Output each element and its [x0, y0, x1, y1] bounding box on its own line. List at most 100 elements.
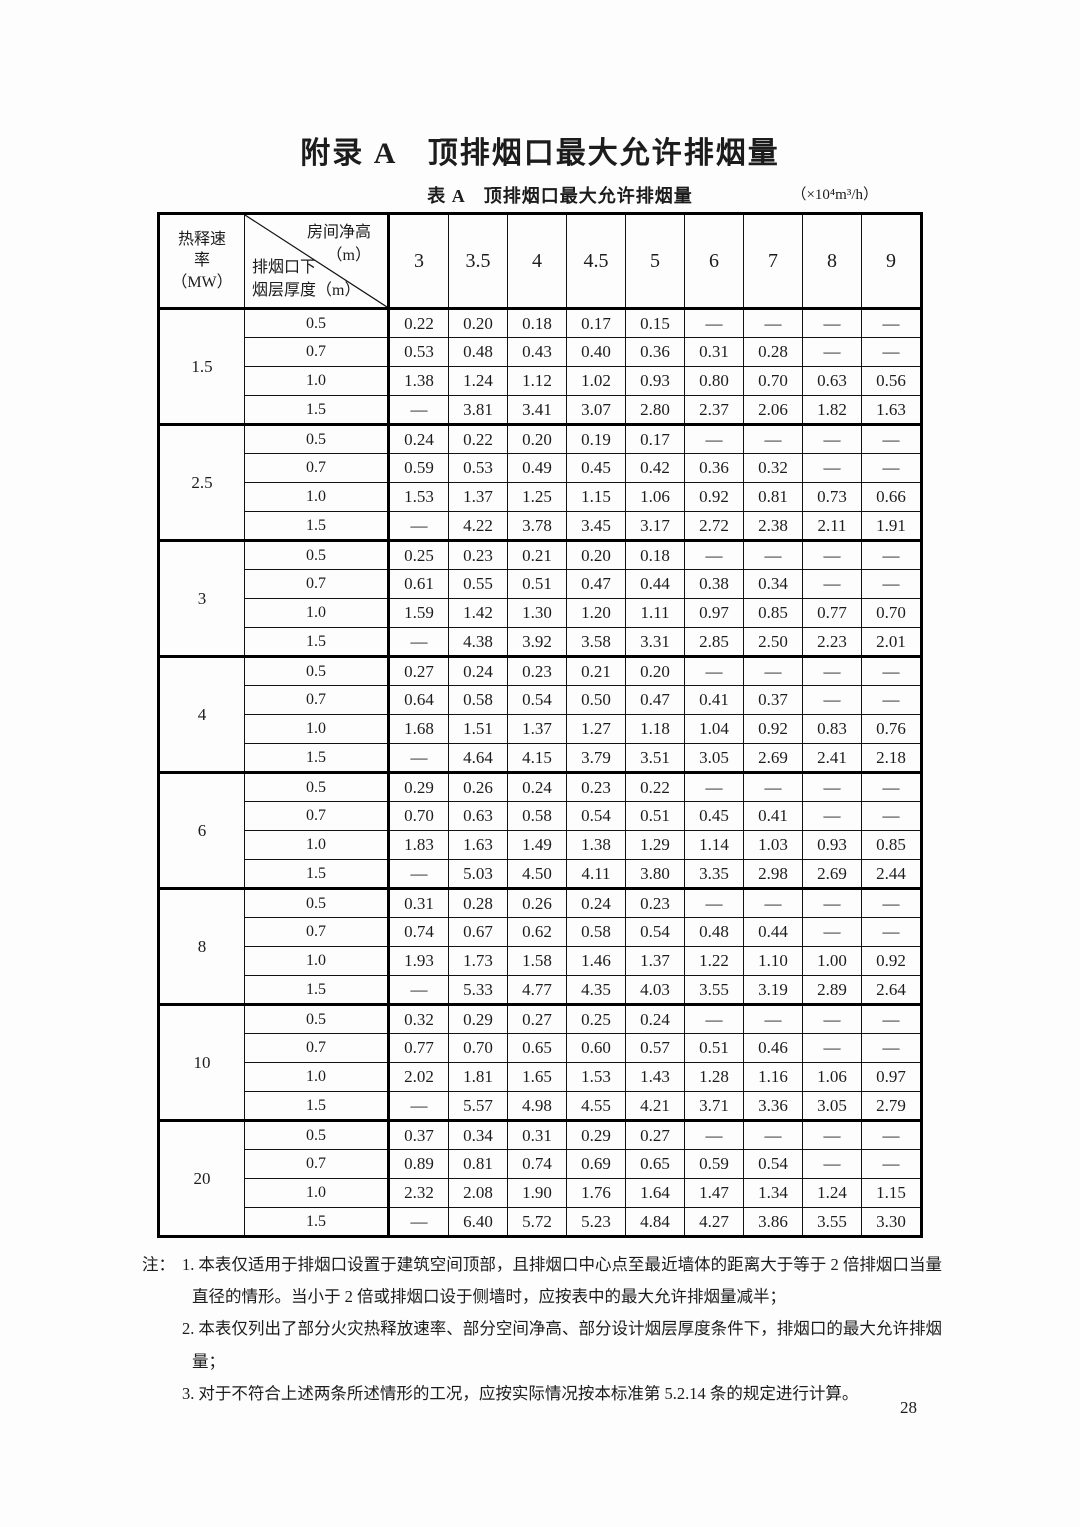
depth-cell: 1.0 — [244, 598, 390, 628]
value-cell: — — [802, 887, 862, 918]
page-title: 附录 A 顶排烟口最大允许排烟量 — [300, 137, 780, 170]
value-cell: 1.68 — [388, 714, 449, 744]
value-cell: 1.91 — [861, 511, 922, 541]
value-cell: 0.49 — [507, 453, 567, 483]
value-cell: 0.50 — [566, 685, 626, 715]
value-cell: 0.62 — [507, 917, 567, 947]
value-cell: 0.31 — [507, 1119, 567, 1150]
value-cell: 0.67 — [448, 917, 508, 947]
value-cell: — — [802, 1149, 862, 1179]
value-cell: 1.42 — [448, 598, 508, 628]
table-header-row: 热释速 率 （MW） 房间净高 （m） 排烟口下 烟层厚度（m） 3 3.5 4 4.… — [158, 213, 922, 310]
value-cell: — — [861, 307, 922, 338]
value-cell: 0.69 — [566, 1149, 626, 1179]
table-row: 1.5—4.38 3.92 3.58 3.31 2.85 2.50 2.23 2.01 — [159, 627, 922, 657]
value-cell: 0.58 — [448, 685, 508, 715]
column-header: 4 — [507, 213, 567, 310]
value-cell: 0.23 — [448, 539, 508, 570]
value-cell: — — [861, 539, 922, 570]
value-cell: — — [802, 539, 862, 570]
value-cell: 0.70 — [861, 598, 922, 628]
value-cell: 0.20 — [507, 423, 567, 454]
value-cell: — — [861, 801, 922, 831]
table-row: 1.5—5.03 4.50 4.11 3.80 3.35 2.98 2.69 2.44 — [159, 859, 922, 889]
value-cell: — — [802, 423, 862, 454]
value-cell: 1.29 — [625, 830, 685, 860]
value-cell: — — [388, 395, 449, 425]
value-cell: 0.74 — [507, 1149, 567, 1179]
value-cell: 1.15 — [566, 482, 626, 512]
value-cell: 6.40 — [448, 1207, 508, 1237]
table-row: 1.5 0.5 0.22 0.20 0.18 0.17 0.15— — — — — [158, 307, 922, 425]
value-cell: 0.27 — [625, 1119, 685, 1150]
page-number: 28 — [900, 1398, 917, 1417]
value-cell: 1.37 — [507, 714, 567, 744]
value-cell: 3.86 — [743, 1207, 803, 1237]
rate-cell: 3 — [158, 539, 245, 657]
note-item: 2. 本表仅列出了部分火灾热释放速率、部分空间净高、部分设计烟层厚度条件下，排烟口… — [182, 1313, 942, 1377]
value-cell: — — [802, 771, 862, 802]
value-cell: 0.74 — [388, 917, 449, 947]
table-row: 0.7 0.59 0.53 0.49 0.45 0.42 0.36 0.32— — — [159, 453, 922, 483]
depth-cell: 1.5 — [244, 859, 390, 889]
value-cell: — — [861, 685, 922, 715]
value-cell: — — [743, 655, 803, 686]
value-cell: — — [684, 1003, 744, 1034]
value-cell: 0.56 — [861, 366, 922, 396]
value-cell: 0.93 — [625, 366, 685, 396]
table-caption: 表 A 顶排烟口最大允许排烟量 — [427, 186, 693, 206]
value-cell: — — [684, 423, 744, 454]
value-cell: 1.04 — [684, 714, 744, 744]
value-cell: 0.29 — [566, 1119, 626, 1150]
value-cell: 4.38 — [448, 627, 508, 657]
value-cell: 0.19 — [566, 423, 626, 454]
table-caption-row: 表 A 顶排烟口最大允许排烟量 （×10⁴m³/h） — [166, 182, 914, 208]
table-row: 0.7 0.77 0.70 0.65 0.60 0.57 0.51 0.46— — — [159, 1033, 922, 1063]
value-cell: — — [743, 423, 803, 454]
value-cell: 1.37 — [625, 946, 685, 976]
value-cell: 0.31 — [388, 887, 449, 918]
note-text: 本表仅列出了部分火灾热释放速率、部分空间净高、部分设计烟层厚度条件下，排烟口的最… — [192, 1319, 942, 1371]
value-cell: — — [388, 743, 449, 773]
value-cell: — — [684, 771, 744, 802]
value-cell: 0.65 — [625, 1149, 685, 1179]
value-cell: — — [802, 569, 862, 599]
smoke-layer-thickness-label: 排烟口下 烟层厚度（m） — [252, 259, 361, 299]
value-cell: 3.45 — [566, 511, 626, 541]
column-header: 4.5 — [566, 213, 626, 310]
value-cell: 2.89 — [802, 975, 862, 1005]
value-cell: 0.70 — [388, 801, 449, 831]
value-cell: 0.47 — [625, 685, 685, 715]
value-cell: 0.22 — [448, 423, 508, 454]
value-cell: 0.41 — [743, 801, 803, 831]
value-cell: — — [861, 337, 922, 367]
table-body: 1.5 0.5 0.22 0.20 0.18 0.17 0.15— — — — 0.7 0.5 3 0.4… — [158, 307, 922, 1237]
value-cell: — — [861, 423, 922, 454]
value-cell: 5.72 — [507, 1207, 567, 1237]
value-cell: 0.55 — [448, 569, 508, 599]
value-cell: 1.12 — [507, 366, 567, 396]
depth-cell: 0.5 — [244, 887, 390, 918]
value-cell: 3.81 — [448, 395, 508, 425]
value-cell: 0.92 — [684, 482, 744, 512]
note-item: 1. 本表仅适用于排烟口设置于建筑空间顶部，且排烟口中心点至最近墙体的距离大于等于… — [182, 1249, 942, 1313]
value-cell: 0.23 — [566, 771, 626, 802]
value-cell: 3.30 — [861, 1207, 922, 1237]
value-cell: 2.79 — [861, 1091, 922, 1121]
rate-cell: 2.5 — [158, 423, 245, 541]
value-cell: 0.63 — [802, 366, 862, 396]
value-cell: 0.66 — [861, 482, 922, 512]
value-cell: 0.18 — [625, 539, 685, 570]
value-cell: 1.65 — [507, 1062, 567, 1092]
value-cell: — — [802, 685, 862, 715]
depth-cell: 0.7 — [244, 917, 390, 947]
value-cell: 2.02 — [388, 1062, 449, 1092]
value-cell: 0.38 — [684, 569, 744, 599]
value-cell: 0.26 — [507, 887, 567, 918]
diagonal-header-cell: 房间净高 （m） 排烟口下 烟层厚度（m） — [244, 213, 390, 310]
document-page: 附录 A 顶排烟口最大允许排烟量 表 A 顶排烟口最大允许排烟量 （×10⁴m³… — [142, 137, 942, 1417]
value-cell: — — [802, 337, 862, 367]
value-cell: 4.55 — [566, 1091, 626, 1121]
value-cell: 1.47 — [684, 1178, 744, 1208]
value-cell: — — [861, 1149, 922, 1179]
